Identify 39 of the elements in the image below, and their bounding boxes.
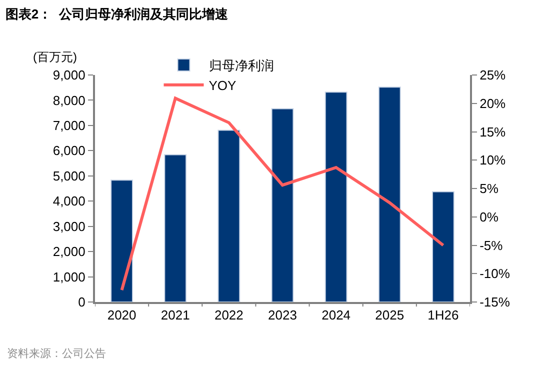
- x-tick-label: 2023: [268, 308, 297, 323]
- y-tick-label: 3,000: [52, 218, 86, 234]
- y-axis-title: (百万元): [33, 50, 77, 64]
- y-tick-label: 8,000: [52, 92, 86, 108]
- y-tick-label: 7,000: [52, 118, 86, 133]
- legend-label: 归母净利润: [208, 58, 274, 74]
- y2-tick-label: 5%: [480, 181, 499, 196]
- x-tick-label: 2020: [107, 308, 136, 323]
- bar: [324, 92, 348, 302]
- chart-title: 图表2： 公司归母净利润及其同比增速: [5, 6, 229, 22]
- bar: [271, 108, 294, 302]
- y-tick-label: 4,000: [52, 194, 86, 209]
- y2-tick-label: 0%: [480, 209, 499, 224]
- x-tick-label: 1H26: [428, 308, 459, 323]
- x-tick-label: 2021: [160, 308, 190, 323]
- bar: [218, 130, 240, 302]
- legend-label: YOY: [208, 78, 237, 93]
- y-tick-label: 0: [78, 294, 86, 310]
- y-tick-label: 2,000: [52, 244, 86, 260]
- y2-tick-label: -15%: [480, 294, 510, 310]
- y2-tick-label: -5%: [480, 238, 504, 253]
- y-tick-label: 9,000: [52, 68, 86, 83]
- bar: [378, 86, 401, 302]
- x-tick-label: 2022: [214, 308, 244, 323]
- y2-tick-label: -10%: [480, 266, 510, 282]
- x-tick-label: 2025: [375, 308, 404, 323]
- y2-tick-label: 10%: [480, 152, 506, 168]
- y2-tick-label: 20%: [480, 96, 506, 111]
- text: 资料来源：公司公告: [7, 347, 106, 360]
- bar: [164, 154, 187, 302]
- y2-tick-label: 15%: [480, 124, 506, 140]
- y-tick-label: 5,000: [52, 168, 86, 184]
- line-series: [120, 96, 445, 292]
- y-tick-label: 1,000: [52, 269, 86, 284]
- x-tick-label: 2024: [322, 308, 351, 323]
- bar: [432, 191, 454, 302]
- bar: [110, 180, 133, 302]
- y2-tick-label: 25%: [480, 68, 506, 83]
- y-tick-label: 6,000: [52, 143, 86, 158]
